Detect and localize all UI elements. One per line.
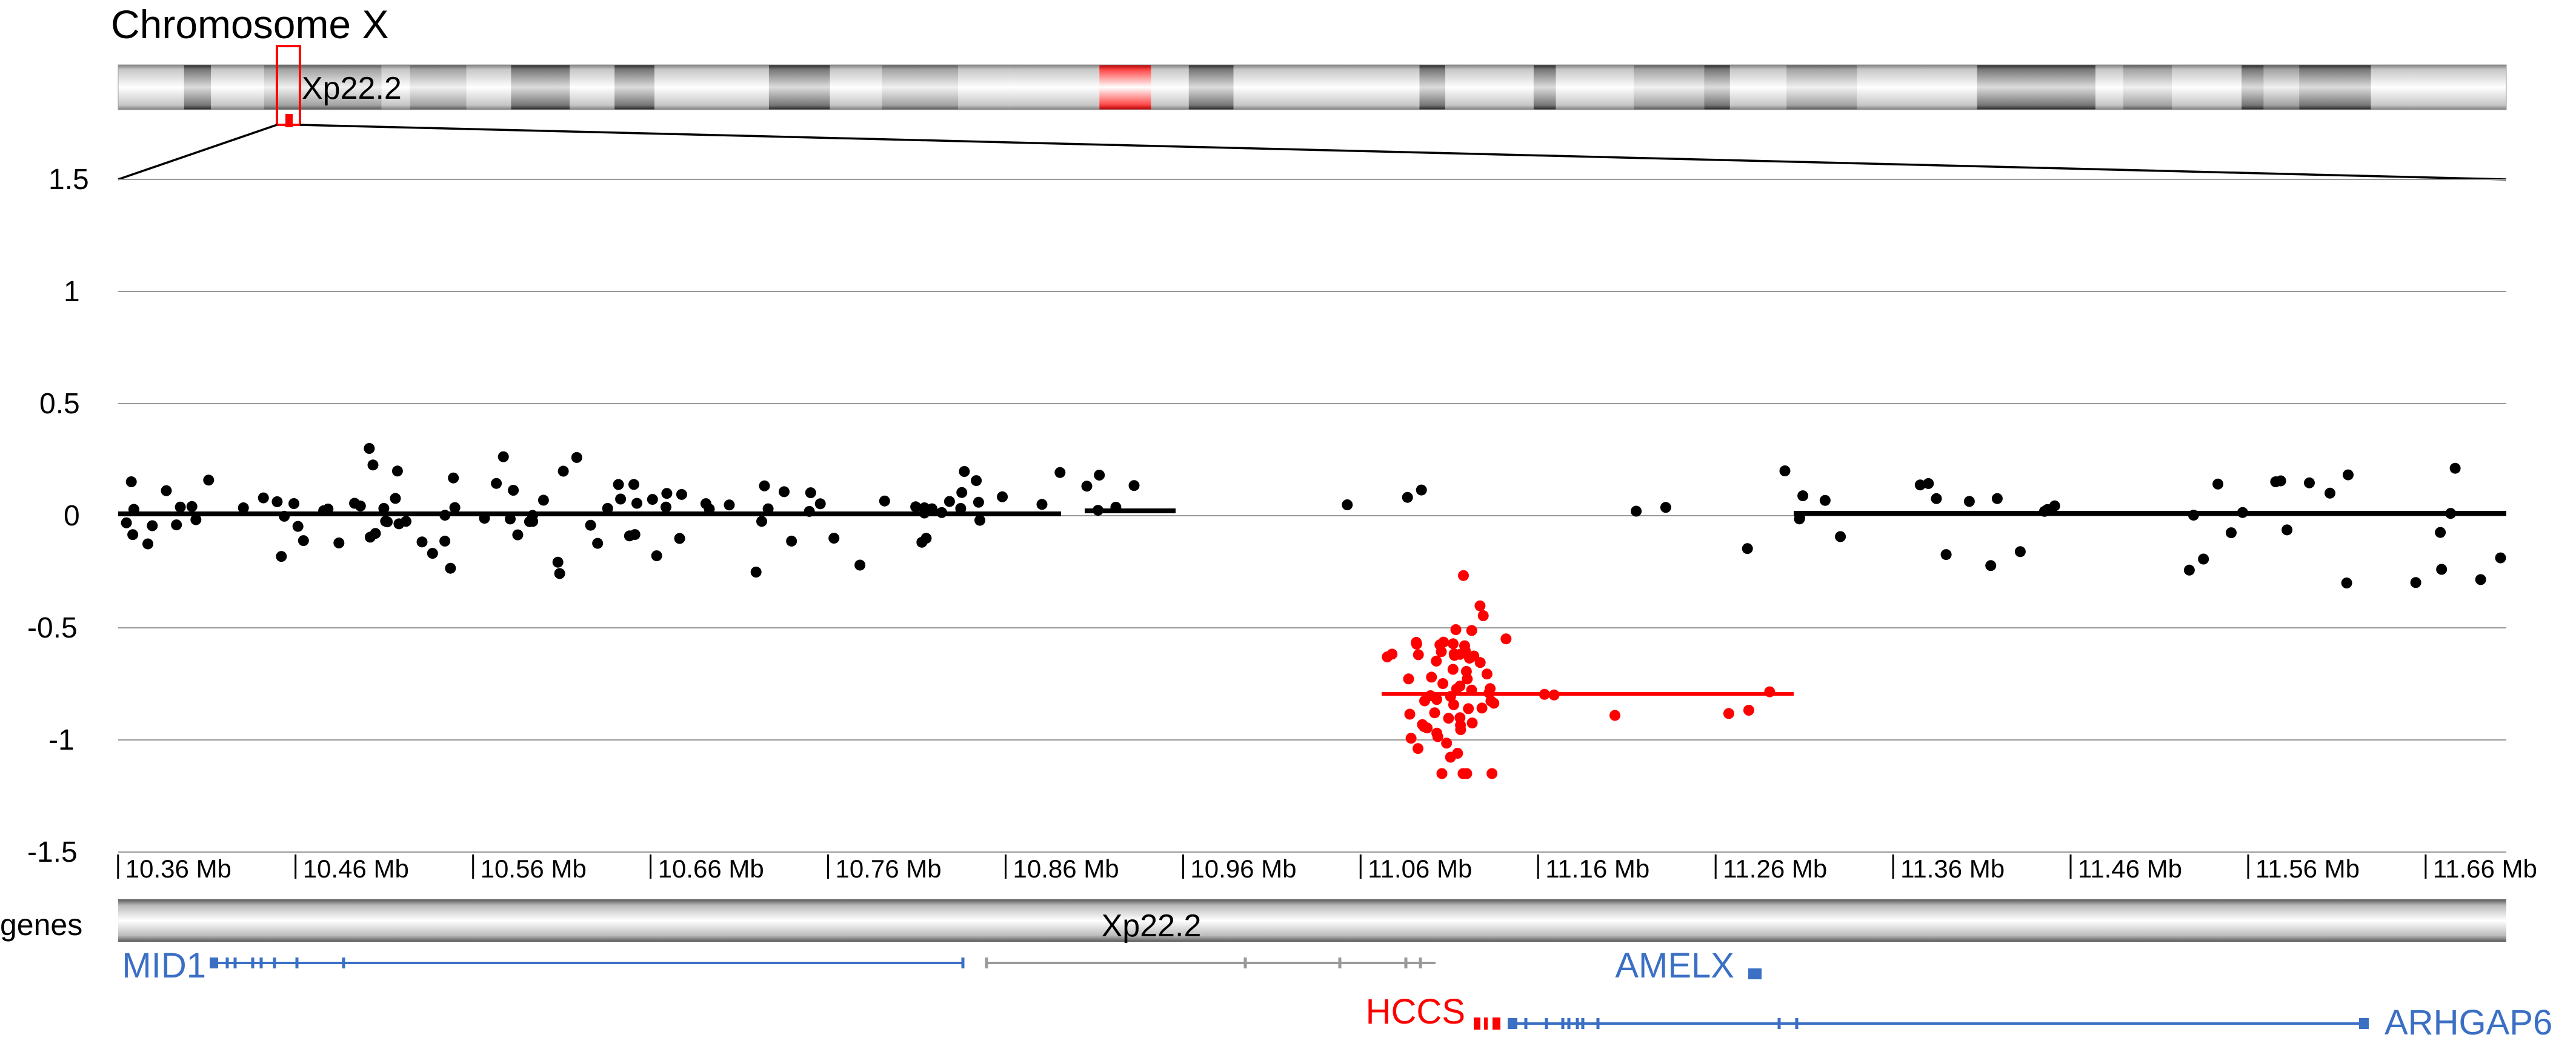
- svg-text:MID1: MID1: [122, 946, 206, 985]
- svg-text:HCCS: HCCS: [1366, 992, 1465, 1031]
- svg-text:ARHGAP6: ARHGAP6: [2385, 1003, 2552, 1042]
- svg-text:AMELX: AMELX: [1615, 946, 1734, 985]
